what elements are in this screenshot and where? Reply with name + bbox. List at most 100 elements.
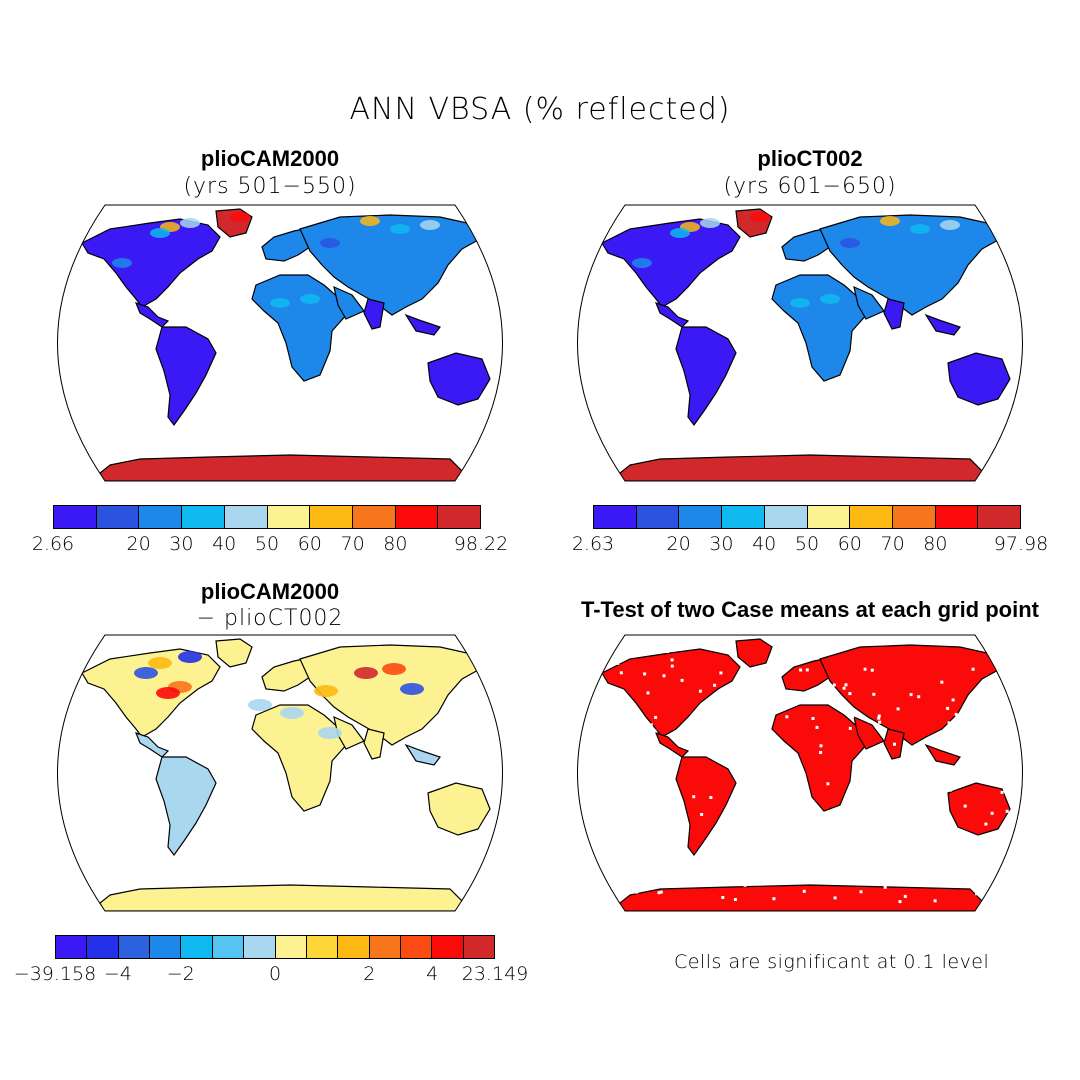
nonsignificant-cell (776, 679, 780, 683)
nonsignificant-cell (940, 680, 944, 684)
colorbar-case2-tick: 70 (880, 533, 905, 555)
field-patch (112, 258, 132, 268)
landmass-southAmerica (155, 756, 217, 857)
field-patch (280, 707, 304, 719)
nonsignificant-cell (848, 692, 852, 696)
nonsignificant-cell (746, 750, 750, 754)
colorbar-case1-segment (139, 506, 183, 528)
landmass-australia (427, 782, 491, 836)
colorbar-diff-tick: −4 (103, 963, 132, 985)
nonsignificant-cell (721, 896, 725, 899)
nonsignificant-cell (993, 697, 997, 701)
nonsignificant-cell (616, 661, 620, 665)
nonsignificant-cell (643, 672, 647, 676)
nonsignificant-cell (754, 694, 758, 698)
field-patch (300, 294, 320, 304)
nonsignificant-cell (647, 760, 651, 764)
nonsignificant-cell (878, 720, 882, 724)
panel-diff-title: plioCAM2000 (200, 579, 340, 604)
nonsignificant-cell (713, 683, 717, 687)
landmass-greenland (735, 638, 773, 668)
field-patch (632, 258, 652, 268)
colorbar-diff-tick: −2 (166, 963, 195, 985)
landmass-australia (947, 352, 1011, 406)
map-frame (577, 204, 1023, 482)
nonsignificant-cell (692, 795, 696, 799)
nonsignificant-cell (620, 696, 624, 700)
nonsignificant-cell (709, 796, 713, 799)
landmass-arabia (853, 715, 885, 750)
landmass-africa (251, 274, 349, 382)
nonsignificant-cell (965, 860, 969, 863)
colorbar-case2-segment (679, 506, 723, 528)
nonsignificant-cell (657, 891, 661, 895)
landmass-southAmerica (155, 326, 217, 427)
nonsignificant-cell (848, 726, 852, 730)
field-patch (700, 218, 720, 228)
map-case1 (57, 204, 503, 482)
nonsignificant-cell (832, 683, 836, 687)
nonsignificant-cell (863, 667, 867, 671)
landmass-northAmerica (601, 218, 741, 308)
nonsignificant-cell (864, 760, 868, 764)
nonsignificant-cell (933, 899, 937, 903)
nonsignificant-cell (799, 668, 803, 672)
landmass-antarctica (619, 454, 983, 481)
nonsignificant-cell (637, 647, 641, 651)
panel-case1-subtitle: (yrs 501−550) (183, 174, 357, 199)
landmass-antarctica (99, 454, 463, 481)
map-ttest (577, 634, 1023, 912)
nonsignificant-cell (703, 870, 707, 874)
nonsignificant-cell (812, 696, 816, 700)
landmass-australia (427, 352, 491, 406)
colorbar-diff-ticks: −39.158 −4 −2 0 2 4 23.149 (14, 963, 528, 987)
nonsignificant-cell (898, 900, 902, 904)
nonsignificant-cell (649, 723, 653, 727)
nonsignificant-cell (714, 877, 718, 881)
nonsignificant-cell (861, 857, 865, 861)
nonsignificant-cell (819, 751, 823, 754)
colorbar-case2-tick: 20 (666, 533, 691, 555)
map-frame (57, 204, 503, 482)
landmass-seAsiaIslands (924, 313, 961, 336)
nonsignificant-cell (662, 674, 666, 678)
nonsignificant-cell (951, 855, 954, 859)
nonsignificant-cell (843, 705, 847, 709)
landmass-antarctica (619, 884, 983, 911)
field-patch (134, 667, 158, 679)
nonsignificant-cell (869, 869, 873, 873)
colorbar-case1-segment (224, 506, 268, 528)
field-patch (360, 216, 380, 226)
figure-title: ANN VBSA (% reflected) (349, 92, 731, 127)
nonsignificant-cell (975, 892, 979, 896)
field-patch (270, 298, 290, 308)
nonsignificant-cell (804, 829, 808, 833)
nonsignificant-cell (654, 715, 658, 719)
nonsignificant-cell (820, 831, 824, 835)
nonsignificant-cell (835, 824, 839, 828)
field-patch (320, 238, 340, 248)
landmass-asia (299, 214, 481, 316)
nonsignificant-cell (999, 889, 1003, 892)
nonsignificant-cell (788, 865, 792, 869)
nonsignificant-cell (1005, 809, 1009, 813)
colorbar-case1-tick: 60 (297, 533, 322, 555)
field-patch (156, 687, 180, 699)
nonsignificant-cell (877, 716, 881, 720)
colorbar-diff-tick: −39.158 (13, 963, 97, 985)
nonsignificant-cell (627, 749, 631, 753)
landmass-arabia (333, 285, 365, 320)
field-patch (248, 699, 272, 711)
nonsignificant-cell (670, 658, 674, 662)
nonsignificant-cell (668, 869, 672, 873)
nonsignificant-cell (721, 736, 725, 740)
nonsignificant-cell (963, 804, 967, 808)
field-patch (390, 224, 410, 234)
nonsignificant-cell (842, 686, 846, 690)
nonsignificant-cell (677, 800, 681, 803)
field-patch (820, 294, 840, 304)
nonsignificant-cell (756, 735, 760, 739)
nonsignificant-cell (599, 817, 603, 821)
nonsignificant-cell (670, 766, 674, 770)
colorbar-case1-segment (182, 506, 225, 528)
